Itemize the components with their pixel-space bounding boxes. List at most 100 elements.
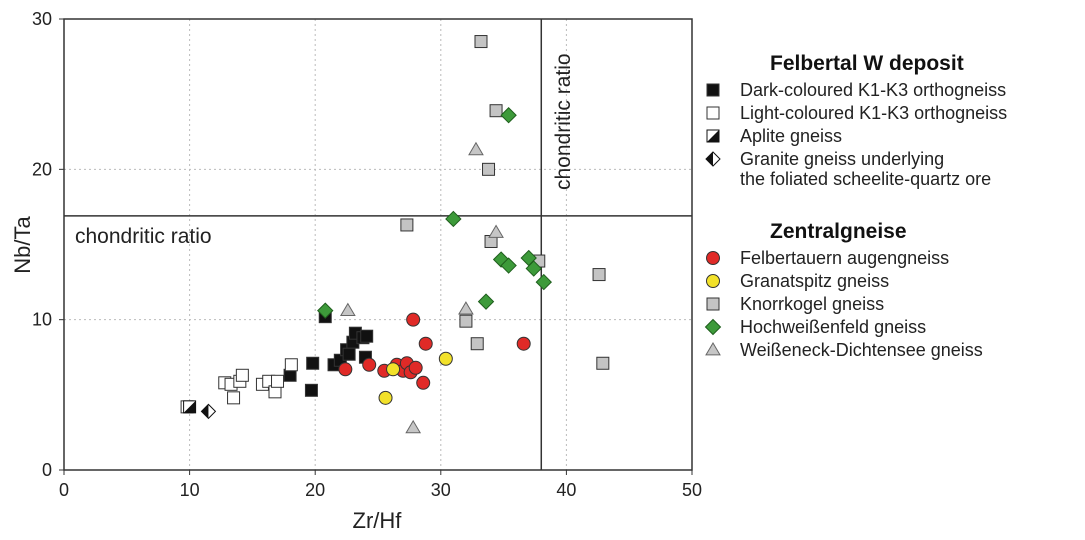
- marker-shape: [418, 336, 433, 351]
- marker-shape: [400, 218, 414, 232]
- marker-shape: [317, 302, 334, 319]
- marker-shape: [362, 357, 377, 372]
- marker-shape: [706, 251, 720, 265]
- marker-shape: [474, 35, 488, 49]
- marker-shape: [704, 318, 722, 336]
- legend-label: Knorrkogel gneiss: [740, 294, 884, 314]
- y-tick-label: 20: [32, 159, 52, 179]
- marker-shape: [306, 356, 320, 370]
- marker-fill: [183, 400, 196, 413]
- data-point: [516, 336, 531, 351]
- data-point: [468, 141, 484, 156]
- data-point: [342, 347, 356, 361]
- data-point: [338, 362, 353, 377]
- marker-shape: [386, 362, 401, 377]
- marker-shape: [459, 314, 473, 328]
- legend-heading: Zentralgneise: [770, 220, 907, 243]
- data-point: [200, 403, 217, 420]
- plot-frame: [63, 18, 693, 471]
- legend-heading: Felbertal W deposit: [770, 52, 964, 75]
- x-tick-label: 30: [431, 480, 451, 500]
- marker-shape: [342, 347, 356, 361]
- legend-label: Light-coloured K1-K3 orthogneiss: [740, 103, 1007, 123]
- data-point: [317, 302, 334, 319]
- marker-shape: [706, 106, 720, 120]
- data-point: [459, 314, 473, 328]
- y-axis-label: Nb/Ta: [10, 216, 35, 274]
- legend-symbol: [706, 129, 720, 143]
- x-tick-label: 40: [556, 480, 576, 500]
- legend-label: Granatspitz gneiss: [740, 271, 889, 291]
- data-point: [500, 257, 517, 274]
- data-point: [408, 360, 423, 375]
- data-point: [235, 368, 249, 382]
- legend-label: Granite gneiss underlying: [740, 149, 944, 169]
- marker-shape: [338, 362, 353, 377]
- data-point: [438, 351, 453, 366]
- chondritic-reference-lines: [64, 19, 692, 470]
- y-tick-label: 30: [32, 9, 52, 29]
- marker-shape: [438, 351, 453, 366]
- legend-symbol: [706, 83, 720, 97]
- data-point: [405, 419, 422, 434]
- data-point: [482, 162, 496, 176]
- marker-shape: [271, 374, 285, 388]
- marker-shape: [406, 312, 421, 327]
- data-point: [362, 357, 377, 372]
- marker-shape: [705, 342, 721, 356]
- data-points: [180, 35, 610, 434]
- data-point: [304, 383, 318, 397]
- data-point: [592, 268, 606, 282]
- data-point: [360, 329, 374, 343]
- legend-label: Felbertauern augengneiss: [740, 248, 949, 268]
- marker-shape: [706, 83, 720, 97]
- marker-shape: [468, 141, 484, 156]
- data-point: [400, 218, 414, 232]
- legend-symbol: [705, 151, 721, 167]
- marker-shape: [488, 224, 504, 238]
- x-tick-label: 50: [682, 480, 702, 500]
- data-point: [378, 390, 393, 405]
- marker-shape: [227, 391, 241, 405]
- marker-shape: [284, 358, 298, 372]
- marker-fill: [706, 152, 713, 166]
- data-point: [339, 302, 356, 317]
- marker-shape: [592, 268, 606, 282]
- marker-shape: [339, 302, 356, 317]
- marker-shape: [360, 329, 374, 343]
- marker-shape: [596, 356, 610, 370]
- data-point: [458, 301, 474, 315]
- legend-symbol: [706, 106, 720, 120]
- data-point: [183, 400, 197, 414]
- data-point: [416, 375, 431, 390]
- marker-shape: [500, 257, 517, 274]
- marker-shape: [535, 273, 552, 291]
- data-point: [306, 356, 320, 370]
- data-point: [535, 273, 552, 291]
- marker-shape: [477, 293, 495, 310]
- data-point: [227, 391, 241, 405]
- axis-ticks: 0 10 20 30 40 50 0 10 20 30: [32, 9, 702, 500]
- marker-shape: [378, 390, 393, 405]
- marker-fill: [201, 404, 209, 419]
- marker-shape: [516, 336, 531, 351]
- legend-label: Dark-coloured K1-K3 orthogneiss: [740, 80, 1006, 100]
- marker-shape: [525, 260, 542, 277]
- y-tick-label: 10: [32, 310, 52, 330]
- legend-symbol: [706, 297, 720, 311]
- marker-shape: [458, 301, 474, 315]
- marker-shape: [706, 297, 720, 311]
- marker-shape: [470, 337, 484, 351]
- data-point: [418, 336, 433, 351]
- legend-symbol: [706, 274, 720, 288]
- marker-shape: [489, 104, 503, 118]
- legend: Felbertal W deposit Dark-coloured K1-K3 o…: [704, 52, 1007, 360]
- y-tick-label: 0: [42, 460, 52, 480]
- marker-shape: [500, 107, 517, 124]
- data-point: [474, 35, 488, 49]
- data-point: [525, 260, 542, 277]
- legend-symbol: [706, 251, 720, 265]
- marker-shape: [405, 419, 422, 434]
- chondritic-ratio-horizontal-label: chondritic ratio: [75, 225, 212, 248]
